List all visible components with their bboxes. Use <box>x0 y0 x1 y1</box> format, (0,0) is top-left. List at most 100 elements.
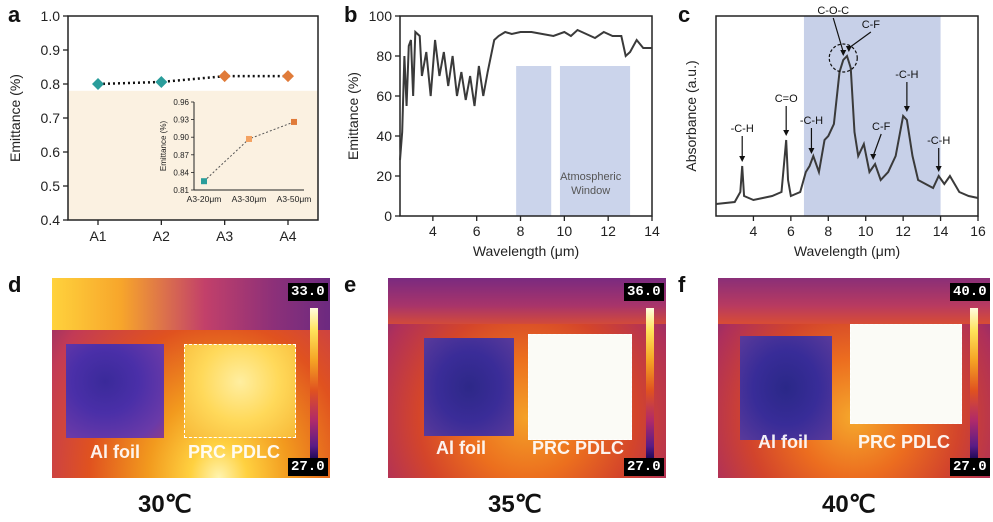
prc-pdlc-sample <box>528 334 632 440</box>
al-foil-label: Al foil <box>758 432 808 452</box>
thermal-top-band <box>52 278 330 330</box>
x-tick-label: A4 <box>279 228 296 244</box>
y-tick-label: 0.4 <box>41 212 61 228</box>
atmospheric-window-band <box>559 66 631 216</box>
prc-pdlc-label: PRC PDLC <box>532 438 625 458</box>
emittance-curve <box>399 28 652 161</box>
temperature-caption-f: 40℃ <box>822 491 876 518</box>
inset-x-tick-label: A3-20μm <box>187 194 222 204</box>
x-tick-label: 4 <box>429 223 437 239</box>
prc-pdlc-label: PRC PDLC <box>858 432 951 452</box>
x-tick-label: 8 <box>824 223 832 239</box>
x-axis-label: Wavelength (μm) <box>473 243 579 259</box>
temperature-caption-e: 35℃ <box>488 491 542 518</box>
prc-pdlc-label: PRC PDLC <box>188 442 281 462</box>
annotation-arrow <box>832 17 844 53</box>
thermal-image-f: Al foil PRC PDLC 40.0 27.0 <box>718 278 990 478</box>
y-axis-label: Absorbance (a.u.) <box>683 60 699 171</box>
plot-frame <box>715 15 979 217</box>
data-point-a4 <box>282 70 294 83</box>
colorbar-min-label: 27.0 <box>950 458 990 476</box>
annotation-arrowhead <box>870 154 877 160</box>
inset-y-tick-label: 0.84 <box>173 168 189 177</box>
y-tick-label: 0.8 <box>41 76 61 92</box>
colorbar <box>646 308 654 458</box>
colorbar-max-label: 40.0 <box>950 283 990 301</box>
prc-pdlc-sample <box>184 344 296 438</box>
thermal-top-band <box>388 278 666 324</box>
inset-data-point <box>201 178 207 185</box>
annotation-arrowhead <box>739 156 746 162</box>
x-tick-label: 16 <box>970 223 986 239</box>
al-foil-label: Al foil <box>436 438 486 458</box>
thermal-image-d: Al foil PRC PDLC 33.0 27.0 <box>52 278 330 478</box>
inset-y-tick-label: 0.90 <box>173 133 189 142</box>
panel-label-a: a <box>8 2 21 27</box>
y-tick-label: 60 <box>376 88 392 104</box>
shaded-region <box>803 16 941 216</box>
absorbance-curve <box>715 54 979 205</box>
inset-y-tick-label: 0.96 <box>173 98 189 107</box>
annotation-label: C=O <box>775 93 798 105</box>
annotation-label: -C-H <box>927 135 950 147</box>
x-tick-label: A2 <box>153 228 170 244</box>
x-tick-label: 12 <box>895 223 911 239</box>
annotation-arrow <box>848 31 872 49</box>
annotation-label: -C-H <box>731 123 754 135</box>
y-tick-label: 40 <box>376 128 392 144</box>
inset-x-tick-label: A3-50μm <box>277 194 312 204</box>
y-tick-label: 20 <box>376 168 392 184</box>
annotation-arrowhead <box>840 50 847 56</box>
y-axis-label: Emittance (%) <box>345 72 361 160</box>
series-line <box>97 74 288 86</box>
colorbar <box>310 308 318 458</box>
colorbar-max-label: 36.0 <box>624 283 664 301</box>
x-tick-label: A1 <box>89 228 106 244</box>
x-tick-label: 10 <box>858 223 874 239</box>
inset-x-tick-label: A3-30μm <box>232 194 267 204</box>
inset-data-point <box>246 135 252 142</box>
al-foil-sample <box>66 344 164 438</box>
x-tick-label: 10 <box>557 223 573 239</box>
prc-pdlc-sample <box>850 324 962 424</box>
x-tick-label: 12 <box>600 223 616 239</box>
colorbar-min-label: 27.0 <box>288 458 328 476</box>
y-tick-label: 0.5 <box>41 178 61 194</box>
x-tick-label: 6 <box>787 223 795 239</box>
data-point-a3 <box>218 70 231 83</box>
y-tick-label: 80 <box>376 48 392 64</box>
y-tick-label: 0.7 <box>41 110 61 126</box>
panel-label-b: b <box>344 2 358 27</box>
inset-data-point <box>291 118 297 125</box>
al-foil-label: Al foil <box>90 442 140 462</box>
y-tick-label: 0 <box>384 208 392 224</box>
chart-c-absorbance-spectrum: 4 6 8 10 12 14 16 Wavelength (μm) Absorbance (a.… <box>683 5 986 259</box>
panel-label-e: e <box>344 272 357 297</box>
annotation-label: C-F <box>862 19 881 31</box>
x-tick-label: 4 <box>750 223 758 239</box>
inset-y-tick-label: 0.87 <box>173 151 189 160</box>
panel-label-c: c <box>678 2 691 27</box>
al-foil-sample <box>424 338 514 436</box>
data-point-a2 <box>155 75 168 88</box>
x-tick-label: A3 <box>216 228 233 244</box>
x-tick-label: 14 <box>644 223 660 239</box>
thermal-image-e: Al foil PRC PDLC 36.0 27.0 <box>388 278 666 478</box>
y-tick-label: 0.6 <box>41 144 61 160</box>
inset-y-axis-label: Emittance (%) <box>159 121 168 172</box>
annotation-label: -C-H <box>800 115 823 127</box>
x-tick-label: 14 <box>933 223 949 239</box>
y-tick-label: 0.9 <box>41 42 61 58</box>
atmospheric-window-band <box>516 66 552 216</box>
y-tick-label: 1.0 <box>41 8 61 24</box>
annotation-arrowhead <box>935 166 942 172</box>
y-axis-label: Emittance (%) <box>7 74 23 162</box>
colorbar <box>970 308 978 458</box>
annotation-arrowhead <box>808 148 815 154</box>
al-foil-sample <box>740 336 832 440</box>
inset-y-tick-label: 0.93 <box>173 116 189 125</box>
annotation-arrowhead <box>903 106 910 112</box>
colorbar-min-label: 27.0 <box>624 458 664 476</box>
panel-label-f: f <box>678 272 686 297</box>
annotation-label: -C-H <box>895 69 918 81</box>
